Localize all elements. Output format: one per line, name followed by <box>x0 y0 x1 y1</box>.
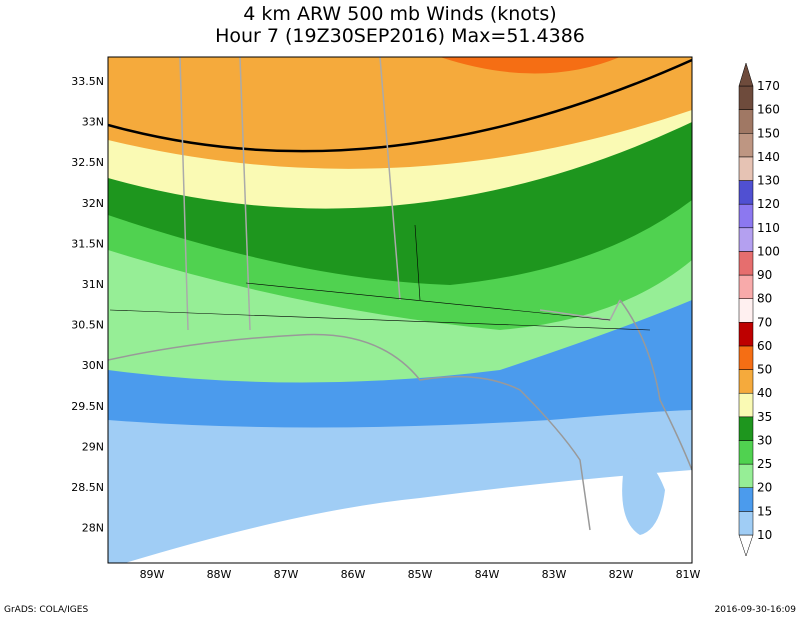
colorbar-segment <box>738 109 754 134</box>
lat-label: 31N <box>82 278 104 291</box>
colorbar-label: 150 <box>757 126 780 140</box>
lat-label: 31.5N <box>71 237 104 250</box>
lon-label: 81W <box>676 568 701 581</box>
lon-label: 88W <box>207 568 232 581</box>
lat-label: 33.5N <box>71 75 104 88</box>
colorbar-label: 130 <box>757 174 780 188</box>
colorbar-segment <box>738 298 754 323</box>
colorbar-segment <box>738 440 754 465</box>
colorbar-segment <box>738 392 754 418</box>
title-line: 4 km ARW 500 mb Winds (knots) <box>243 3 556 25</box>
colorbar-label: 15 <box>757 504 772 518</box>
lat-label: 28N <box>82 522 104 535</box>
lon-label: 87W <box>274 568 299 581</box>
title-line: Hour 7 (19Z30SEP2016) Max=51.4386 <box>215 25 585 47</box>
colorbar-segment <box>738 251 754 276</box>
colorbar-label: 100 <box>757 244 780 258</box>
colorbar-high <box>738 62 754 87</box>
colorbar-label: 35 <box>757 410 772 424</box>
lat-label: 29.5N <box>71 400 104 413</box>
colorbar-label: 160 <box>757 103 780 117</box>
colorbar-label: 20 <box>757 481 772 495</box>
colorbar-segment <box>738 180 754 205</box>
colorbar-label: 80 <box>757 292 772 306</box>
lat-label: 32N <box>82 197 104 210</box>
lat-label: 30N <box>82 359 104 372</box>
map-frame <box>107 56 693 564</box>
colorbar-low <box>738 534 754 557</box>
lon-label: 83W <box>542 568 567 581</box>
lat-label: 29N <box>82 440 104 453</box>
lat-label: 32.5N <box>71 156 104 169</box>
footer-left: GrADS: COLA/IGES <box>4 605 88 615</box>
colorbar-segment <box>738 85 754 110</box>
colorbar-label: 25 <box>757 457 772 471</box>
colorbar-label: 10 <box>757 528 772 542</box>
colorbar-label: 60 <box>757 339 772 353</box>
colorbar-label: 30 <box>757 433 772 447</box>
colorbar-segment <box>738 322 754 347</box>
colorbar-label: 170 <box>757 79 780 93</box>
lat-label: 30.5N <box>71 319 104 332</box>
lon-label: 85W <box>408 568 433 581</box>
lon-label: 82W <box>609 568 634 581</box>
lon-label: 86W <box>341 568 366 581</box>
colorbar-segment <box>738 227 754 252</box>
lat-label: 28.5N <box>71 481 104 494</box>
map <box>108 57 692 563</box>
colorbar-segment <box>738 274 754 299</box>
lon-label: 84W <box>475 568 500 581</box>
colorbar-label: 140 <box>757 150 780 164</box>
colorbar-segment <box>738 345 754 370</box>
lon-label: 89W <box>140 568 165 581</box>
colorbar-segment <box>738 203 754 229</box>
colorbar-label: 90 <box>757 268 772 282</box>
colorbar-segment <box>738 463 754 488</box>
colorbar-segment <box>738 369 754 394</box>
colorbar-segment <box>738 511 754 536</box>
colorbar-label: 50 <box>757 363 772 377</box>
lat-label: 33N <box>82 116 104 129</box>
colorbar-segment <box>738 133 754 158</box>
colorbar-label: 70 <box>757 315 772 329</box>
colorbar-label: 40 <box>757 386 772 400</box>
colorbar-segment <box>738 156 754 181</box>
colorbar-segment <box>738 487 754 512</box>
colorbar-label: 110 <box>757 221 780 235</box>
colorbar-label: 120 <box>757 197 780 211</box>
colorbar-segment <box>738 416 754 441</box>
footer-right: 2016-09-30-16:09 <box>715 605 797 615</box>
